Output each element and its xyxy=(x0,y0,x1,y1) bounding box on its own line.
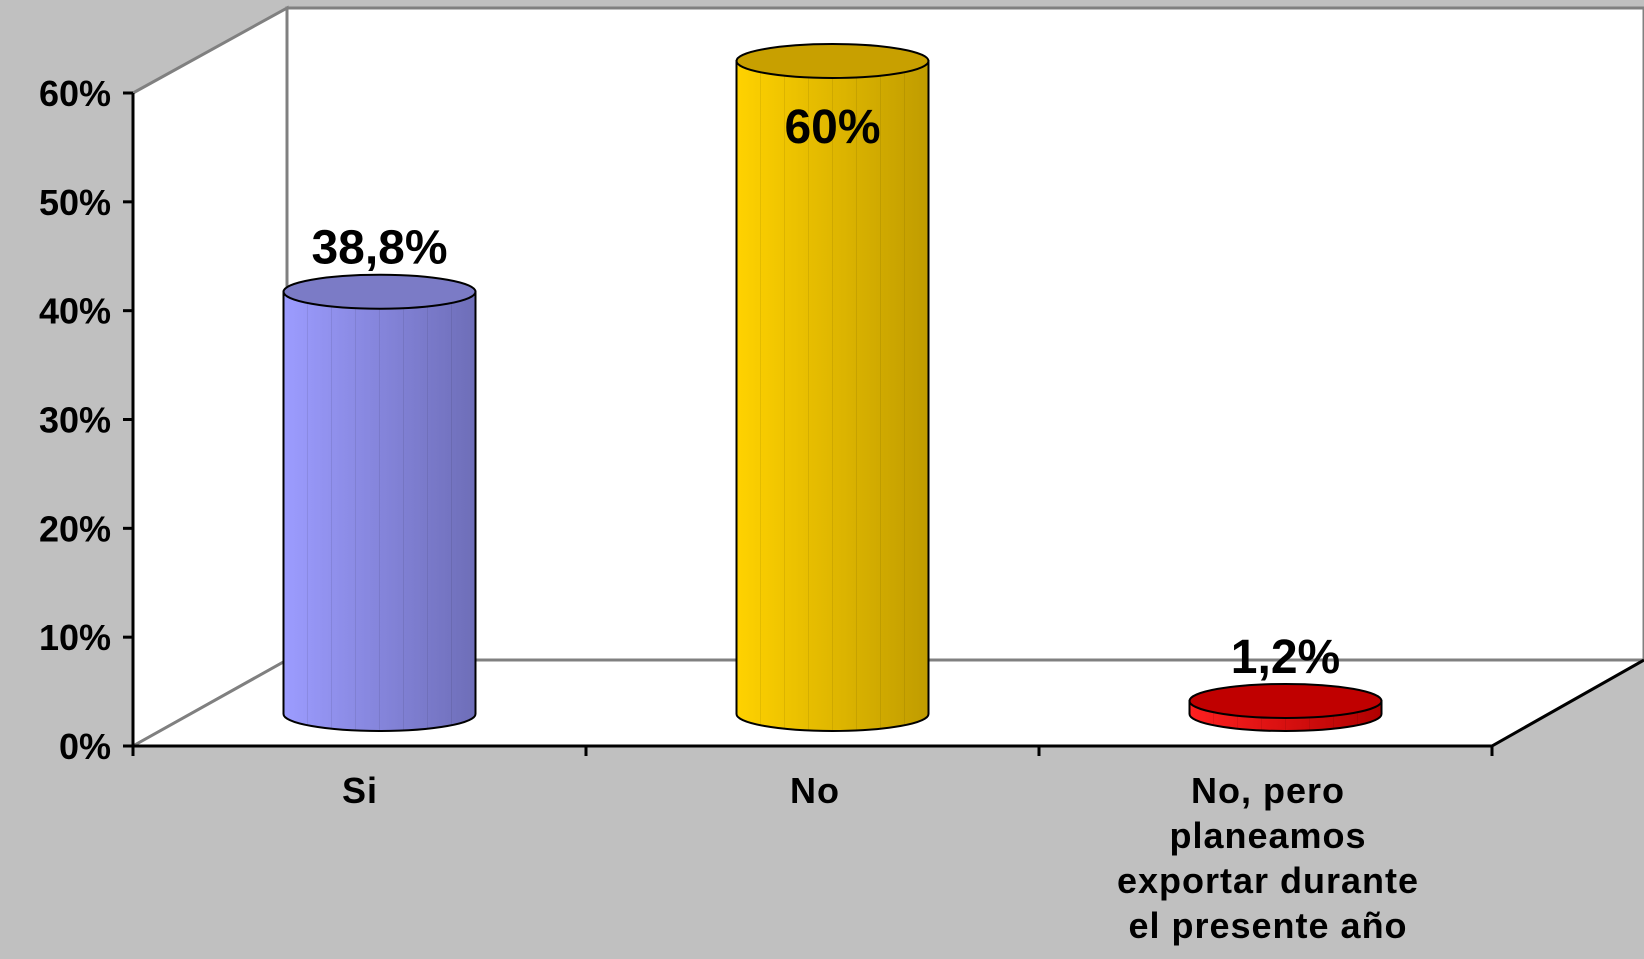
y-tick-label: 40% xyxy=(39,291,111,332)
y-tick-label: 50% xyxy=(39,182,111,223)
x-axis-floor-edge xyxy=(1491,658,1644,748)
bar-0-top xyxy=(282,273,477,310)
bar-2-data-label: 1,2% xyxy=(1231,631,1340,684)
plot-back-wall xyxy=(285,6,1644,662)
y-tick-label: 0% xyxy=(59,726,111,767)
y-tick-label: 30% xyxy=(39,400,111,441)
bar-0-data-label: 38,8% xyxy=(311,222,447,275)
y-tick-label: 20% xyxy=(39,508,111,549)
x-category-label: No, pero planeamos exportar durante el pres… xyxy=(1117,770,1419,946)
x-category-label: No xyxy=(790,770,840,811)
bar-1-data-label: 60% xyxy=(784,101,880,154)
bar-2-top xyxy=(1188,682,1383,719)
plot-side-wall xyxy=(131,5,289,749)
bar-1-body xyxy=(735,60,930,732)
x-category-label: Si xyxy=(342,770,378,811)
y-tick-label: 60% xyxy=(39,73,111,114)
bar-0-body xyxy=(282,290,477,732)
y-tick-label: 10% xyxy=(39,617,111,658)
bar-1-top xyxy=(735,43,930,79)
